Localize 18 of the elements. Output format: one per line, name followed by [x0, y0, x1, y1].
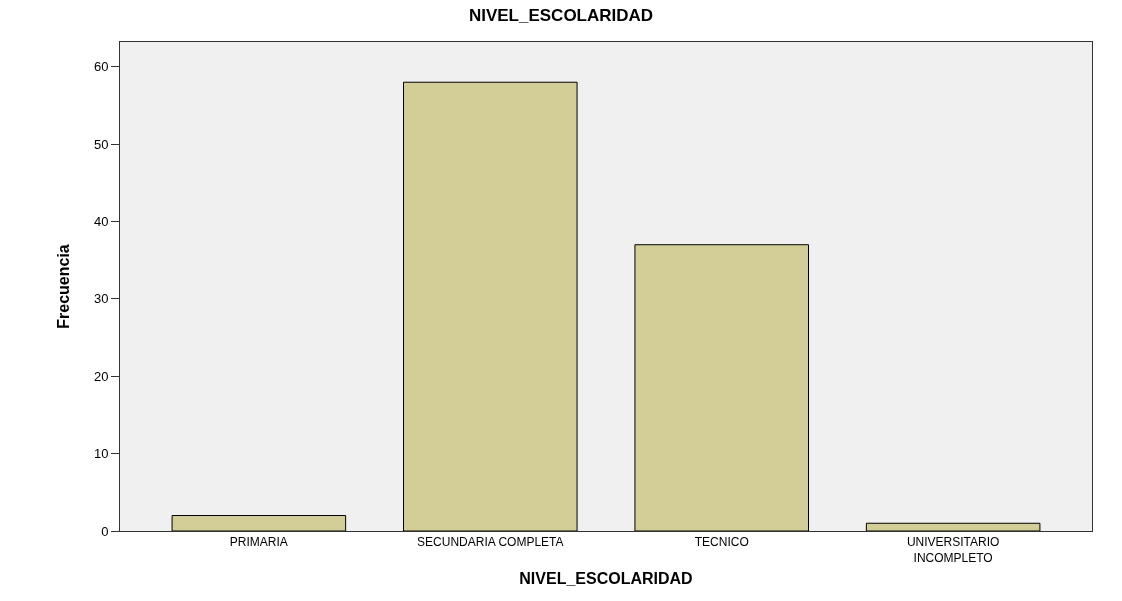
x-tick-label: UNIVERSITARIO INCOMPLETO [906, 535, 1000, 565]
y-tick-label: 50 [93, 136, 109, 152]
bar [634, 244, 809, 531]
bar [171, 515, 347, 531]
y-tick-label: 0 [101, 523, 109, 539]
y-tick-label: 60 [93, 59, 109, 75]
x-axis-title: NIVEL_ESCOLARIDAD [519, 569, 693, 587]
y-tick-label: 40 [93, 214, 109, 230]
y-tick-label: 10 [93, 446, 109, 462]
bar [865, 522, 1041, 531]
y-axis-title: Frecuencia [54, 244, 72, 329]
x-tick-label: TECNICO [694, 535, 749, 550]
y-tick-label: 20 [93, 368, 109, 384]
x-tick-label: SECUNDARIA COMPLETA [417, 535, 564, 550]
bar [403, 81, 578, 531]
y-tick-label: 30 [93, 291, 109, 307]
x-tick-label: PRIMARIA [229, 535, 288, 550]
chart-title: NIVEL_ESCOLARIDAD [468, 5, 654, 25]
